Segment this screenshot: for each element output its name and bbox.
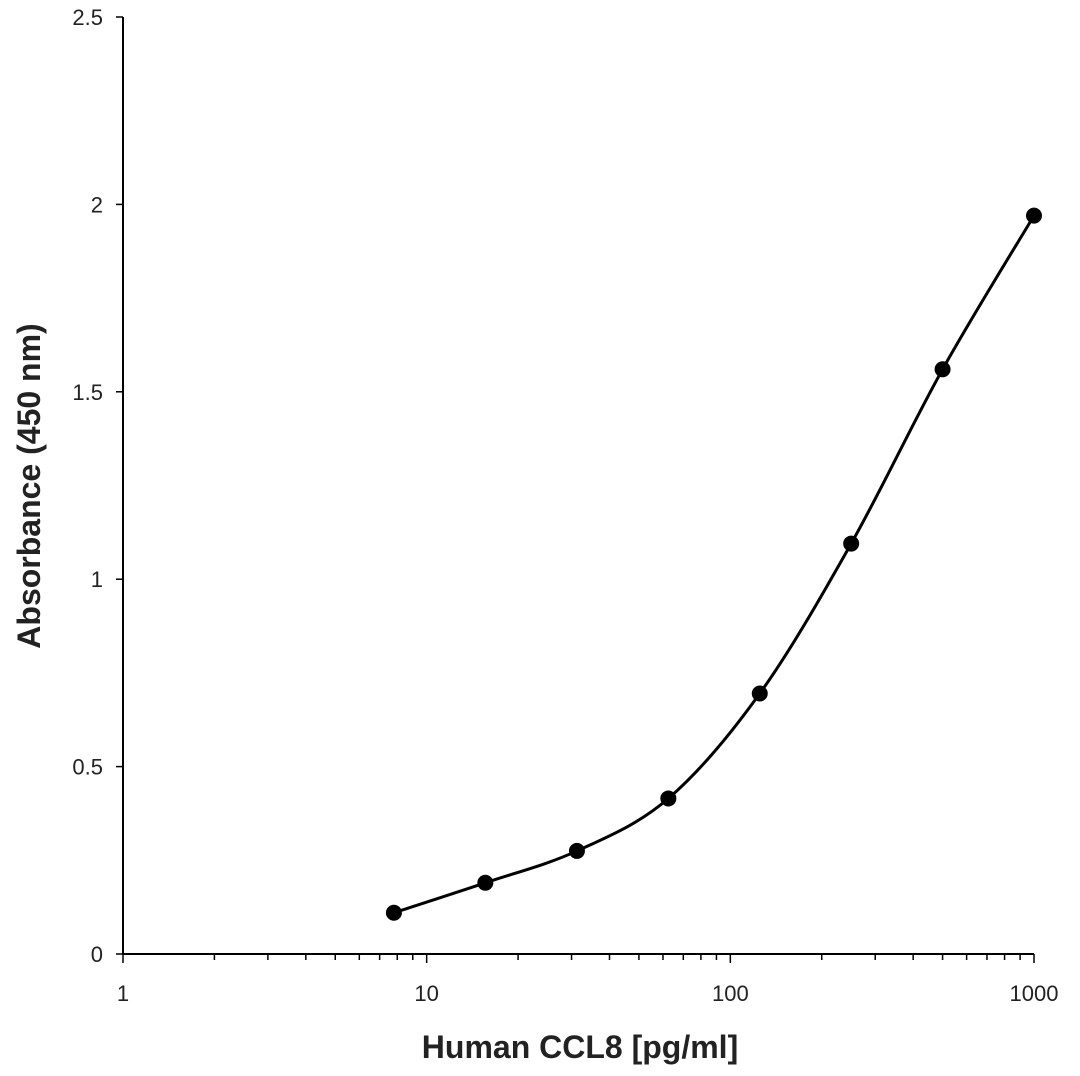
series-line [393, 214, 1036, 915]
data-point [1026, 207, 1042, 224]
data-point [385, 904, 402, 921]
plot-area: 0 0.5 1 1.5 2 2.5 1 10 100 1000 [72, 5, 1058, 1006]
x-tick-label: 1000 [1010, 981, 1059, 1006]
y-tick-label: 0 [91, 942, 103, 967]
data-point [568, 842, 585, 859]
y-tick-label: 1.5 [72, 380, 103, 405]
x-tick-label: 1 [117, 981, 129, 1006]
x-tick-label: 100 [712, 981, 749, 1006]
y-tick-label: 0.5 [72, 755, 103, 780]
data-point [843, 535, 860, 552]
data-point [477, 874, 494, 891]
y-tick-label: 2.5 [72, 5, 103, 30]
data-point [934, 361, 951, 378]
x-tick-label: 10 [414, 981, 438, 1006]
y-axis-title: Absorbance (450 nm) [11, 323, 47, 648]
data-point [660, 790, 677, 807]
data-point [751, 685, 768, 702]
y-tick-label: 1 [91, 567, 103, 592]
x-axis-title: Human CCL8 [pg/ml] [422, 1029, 738, 1065]
y-tick-label: 2 [91, 192, 103, 217]
